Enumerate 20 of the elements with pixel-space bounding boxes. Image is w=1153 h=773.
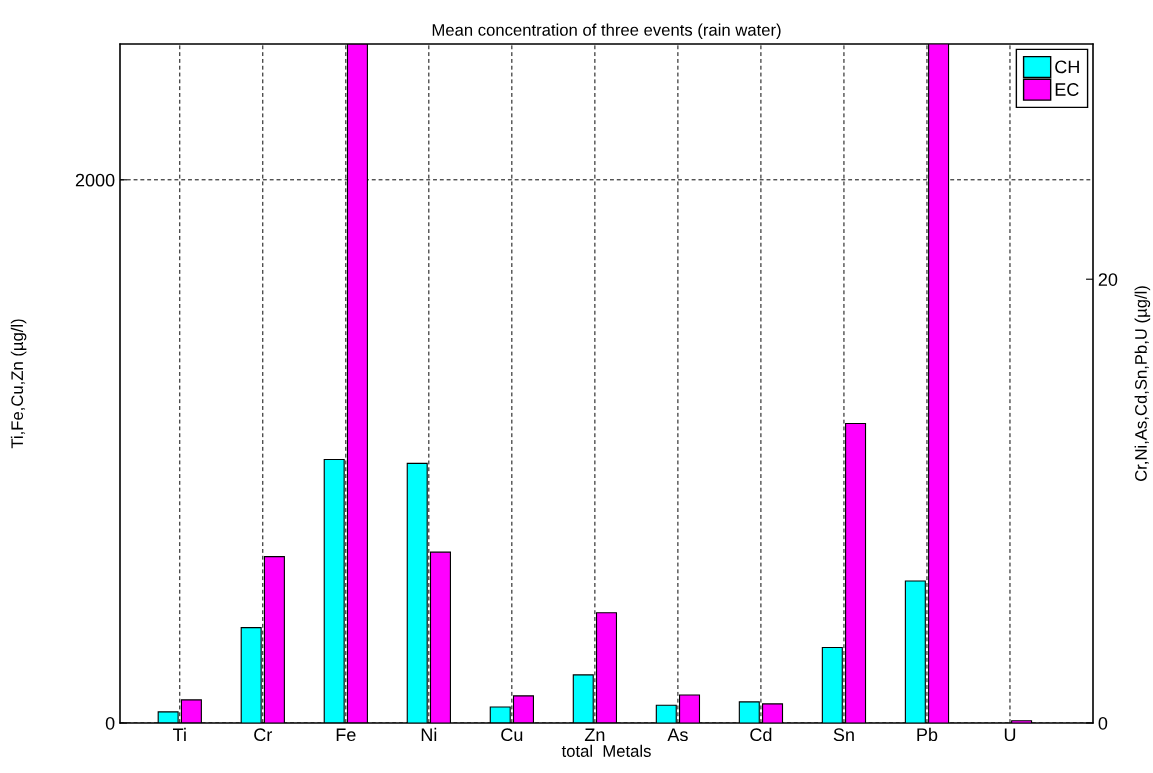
- x-axis-title: total Metals: [561, 744, 651, 757]
- x-tick-label: Zn: [584, 728, 605, 741]
- x-tick-label: Ti: [173, 727, 186, 741]
- x-tick-label: Cr: [254, 728, 273, 742]
- x-tick-label: Pb: [917, 727, 938, 742]
- x-tick-label: Ni: [421, 727, 437, 741]
- x-tick-label: Cu: [501, 728, 523, 742]
- y-tick-label: 2000: [75, 173, 115, 187]
- x-tick-label: Cd: [750, 727, 772, 742]
- legend-label: CH: [1055, 60, 1079, 74]
- x-tick-label: U: [1004, 728, 1016, 742]
- x-tick-label: Fe: [336, 728, 356, 742]
- x-tick-label: As: [667, 728, 688, 742]
- y2-tick-label: 0: [1098, 716, 1108, 730]
- y2-tick-label: 20: [1098, 273, 1118, 286]
- legend-label: EC: [1055, 83, 1079, 96]
- chart-title: Mean concentration of three events (rain water): [432, 23, 781, 40]
- x-tick-label: Sn: [833, 728, 854, 742]
- y2-axis-title: Cr,Ni,As,Cd,Sn,Pb,U (µg/l): [1134, 286, 1151, 481]
- y-axis-title: Ti,Fe,Cu,Zn (µg/l): [10, 319, 27, 449]
